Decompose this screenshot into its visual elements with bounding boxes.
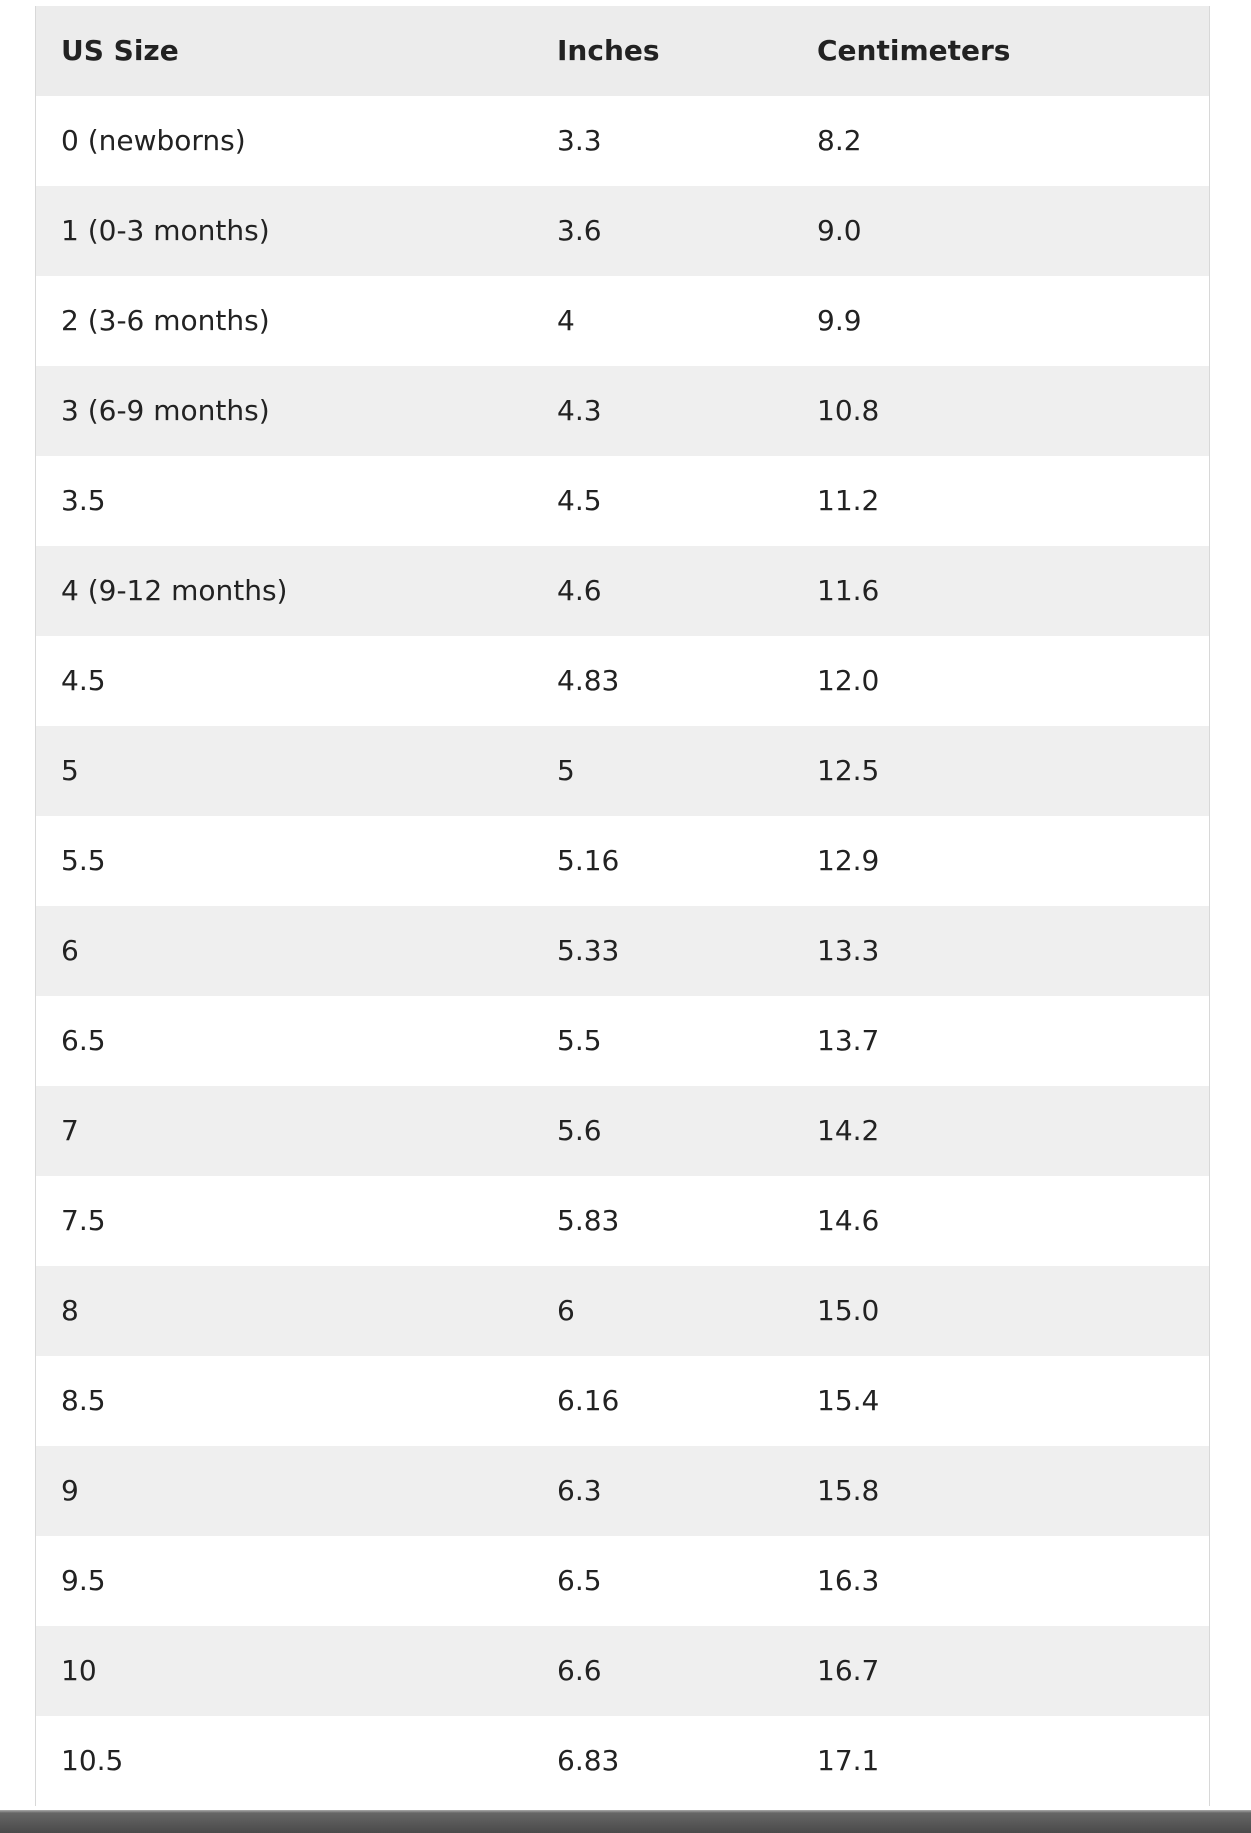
table-cell: 12.0 xyxy=(817,664,880,697)
table-cell: 6 xyxy=(61,934,79,967)
table-cell: 6.16 xyxy=(557,1384,620,1417)
table-cell: 10 xyxy=(61,1654,97,1687)
table-cell: 6.6 xyxy=(557,1654,602,1687)
table-cell: 6.5 xyxy=(61,1024,106,1057)
table-row: 7 5.6 14.2 xyxy=(36,1086,1209,1176)
size-table: US Size Inches Centimeters 0 (newborns) 3.3 8… xyxy=(35,6,1210,1806)
table-cell: 9.5 xyxy=(61,1564,106,1597)
table-cell: 9 xyxy=(61,1474,79,1507)
table-cell: 3 (6-9 months) xyxy=(61,394,270,427)
table-cell: 4 (9-12 months) xyxy=(61,574,288,607)
table-cell: 4 xyxy=(557,304,575,337)
table-cell: 5.6 xyxy=(557,1114,602,1147)
table-cell: 5 xyxy=(557,754,575,787)
table-row: 6.5 5.5 13.7 xyxy=(36,996,1209,1086)
table-cell: 8.5 xyxy=(61,1384,106,1417)
table-cell: 12.5 xyxy=(817,754,880,787)
table-cell: 4.3 xyxy=(557,394,602,427)
table-cell: 11.6 xyxy=(817,574,880,607)
table-cell: 15.0 xyxy=(817,1294,880,1327)
table-row: 3 (6-9 months) 4.3 10.8 xyxy=(36,366,1209,456)
taskbar-strip xyxy=(0,1810,1251,1833)
table-cell: US Size xyxy=(61,34,179,67)
table-cell: 9.9 xyxy=(817,304,862,337)
table-cell: 3.6 xyxy=(557,214,602,247)
table-row: 8.5 6.16 15.4 xyxy=(36,1356,1209,1446)
table-cell: 5.83 xyxy=(557,1204,620,1237)
table-cell: 13.3 xyxy=(817,934,880,967)
table-row: 9.5 6.5 16.3 xyxy=(36,1536,1209,1626)
table-row: 10.5 6.83 17.1 xyxy=(36,1716,1209,1806)
table-cell: 9.0 xyxy=(817,214,862,247)
table-cell: 6.5 xyxy=(557,1564,602,1597)
header-row: US Size Inches Centimeters xyxy=(36,6,1209,96)
table-cell: 3.3 xyxy=(557,124,602,157)
table-cell: 5.33 xyxy=(557,934,620,967)
table-row: 5 5 12.5 xyxy=(36,726,1209,816)
table-cell: 7.5 xyxy=(61,1204,106,1237)
table-cell: 2 (3-6 months) xyxy=(61,304,270,337)
table-cell: 5.16 xyxy=(557,844,620,877)
table-cell: 4.5 xyxy=(557,484,602,517)
table-row: 1 (0-3 months) 3.6 9.0 xyxy=(36,186,1209,276)
table-cell: 4.6 xyxy=(557,574,602,607)
table-cell: 16.3 xyxy=(817,1564,880,1597)
table-cell: 7 xyxy=(61,1114,79,1147)
table-cell: 0 (newborns) xyxy=(61,124,246,157)
table-cell: 5.5 xyxy=(557,1024,602,1057)
table-cell: 8.2 xyxy=(817,124,862,157)
table-row: 0 (newborns) 3.3 8.2 xyxy=(36,96,1209,186)
table-cell: 17.1 xyxy=(817,1744,880,1777)
table-row: 9 6.3 15.8 xyxy=(36,1446,1209,1536)
table-cell: 6.3 xyxy=(557,1474,602,1507)
table-cell: Inches xyxy=(557,34,660,67)
table-cell: 11.2 xyxy=(817,484,880,517)
table-cell: 10.8 xyxy=(817,394,880,427)
table-cell: 1 (0-3 months) xyxy=(61,214,270,247)
table-cell: 8 xyxy=(61,1294,79,1327)
table-cell: 16.7 xyxy=(817,1654,880,1687)
table-cell: 4.5 xyxy=(61,664,106,697)
table-row: 5.5 5.16 12.9 xyxy=(36,816,1209,906)
table-cell: 10.5 xyxy=(61,1744,124,1777)
table-cell: 14.6 xyxy=(817,1204,880,1237)
table-cell: 6.83 xyxy=(557,1744,620,1777)
table-cell: 15.4 xyxy=(817,1384,880,1417)
table-cell: 3.5 xyxy=(61,484,106,517)
table-cell: 5.5 xyxy=(61,844,106,877)
table-cell: 15.8 xyxy=(817,1474,880,1507)
table-cell: 6 xyxy=(557,1294,575,1327)
table-cell: Centimeters xyxy=(817,34,1011,67)
table-cell: 4.83 xyxy=(557,664,620,697)
table-cell: 14.2 xyxy=(817,1114,880,1147)
table-row: 8 6 15.0 xyxy=(36,1266,1209,1356)
table-cell: 5 xyxy=(61,754,79,787)
table-row: 4.5 4.83 12.0 xyxy=(36,636,1209,726)
table-row: 7.5 5.83 14.6 xyxy=(36,1176,1209,1266)
table-row: 6 5.33 13.3 xyxy=(36,906,1209,996)
table-cell: 13.7 xyxy=(817,1024,880,1057)
table-row: 10 6.6 16.7 xyxy=(36,1626,1209,1716)
table-row: 2 (3-6 months) 4 9.9 xyxy=(36,276,1209,366)
table-cell: 12.9 xyxy=(817,844,880,877)
table-row: 4 (9-12 months) 4.6 11.6 xyxy=(36,546,1209,636)
table-row: 3.5 4.5 11.2 xyxy=(36,456,1209,546)
